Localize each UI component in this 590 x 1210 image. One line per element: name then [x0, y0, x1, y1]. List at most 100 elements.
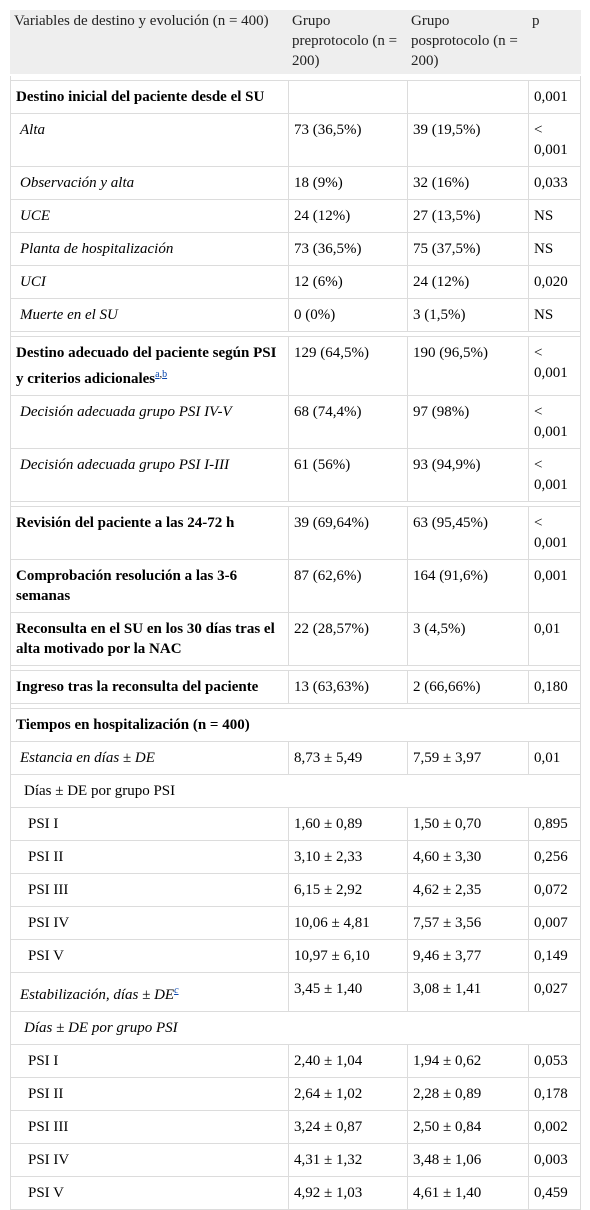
table-header: Variables de destino y evolución (n = 40… — [10, 10, 581, 76]
p-value: 0,256 — [528, 840, 581, 874]
pre-value: 2,40 ± 1,04 — [288, 1044, 408, 1078]
p-value: 0,007 — [528, 906, 581, 940]
pos-value: 93 (94,9%) — [407, 448, 529, 502]
footnote-link-c[interactable]: c — [174, 985, 179, 996]
pre-value: 12 (6%) — [288, 265, 408, 299]
pos-value — [407, 80, 529, 114]
table-row: PSI I 1,60 ± 0,89 1,50 ± 0,70 0,895 — [10, 807, 581, 841]
table-row: Comprobación resolución a las 3-6 semana… — [10, 559, 581, 613]
table-row: PSI V 4,92 ± 1,03 4,61 ± 1,40 0,459 — [10, 1176, 581, 1210]
results-table: Variables de destino y evolución (n = 40… — [10, 10, 581, 1210]
pre-value: 0 (0%) — [288, 298, 408, 332]
pre-value: 3,10 ± 2,33 — [288, 840, 408, 874]
pre-value: 1,60 ± 0,89 — [288, 807, 408, 841]
pre-value: 4,92 ± 1,03 — [288, 1176, 408, 1210]
row-label: PSI II — [10, 840, 289, 874]
table-row: Decisión adecuada grupo PSI IV-V 68 (74,… — [10, 395, 581, 449]
pre-value — [288, 80, 408, 114]
table-row: Destino inicial del paciente desde el SU… — [10, 80, 581, 114]
table-row: PSI III 6,15 ± 2,92 4,62 ± 2,35 0,072 — [10, 873, 581, 907]
p-value: 0,033 — [528, 166, 581, 200]
table-row: PSI IV 4,31 ± 1,32 3,48 ± 1,06 0,003 — [10, 1143, 581, 1177]
pos-value: 4,62 ± 2,35 — [407, 873, 529, 907]
pos-value: 4,60 ± 3,30 — [407, 840, 529, 874]
pre-value: 129 (64,5%) — [288, 336, 408, 396]
pos-value: 164 (91,6%) — [407, 559, 529, 613]
pos-value: 39 (19,5%) — [407, 113, 529, 167]
table-row: PSI III 3,24 ± 0,87 2,50 ± 0,84 0,002 — [10, 1110, 581, 1144]
pre-value: 73 (36,5%) — [288, 113, 408, 167]
p-value: 0,027 — [528, 972, 581, 1012]
pre-value: 10,06 ± 4,81 — [288, 906, 408, 940]
footnote-link-a[interactable]: a — [155, 369, 160, 380]
pos-value: 63 (95,45%) — [407, 506, 529, 560]
pre-value: 22 (28,57%) — [288, 612, 408, 666]
pos-value: 1,94 ± 0,62 — [407, 1044, 529, 1078]
row-label: UCI — [10, 265, 289, 299]
pre-value: 10,97 ± 6,10 — [288, 939, 408, 973]
subgroup-heading: Días ± DE por grupo PSI — [10, 1011, 581, 1045]
pre-value: 24 (12%) — [288, 199, 408, 233]
pos-value: 7,59 ± 3,97 — [407, 741, 529, 775]
row-label: UCE — [10, 199, 289, 233]
header-pre: Grupo preprotocolo (n = 200) — [288, 10, 408, 76]
row-label: PSI IV — [10, 906, 289, 940]
pre-value: 3,45 ± 1,40 — [288, 972, 408, 1012]
row-label-text: Destino adecuado del paciente según PSI … — [16, 345, 277, 387]
pre-value: 6,15 ± 2,92 — [288, 873, 408, 907]
row-label: PSI IV — [10, 1143, 289, 1177]
pre-value: 4,31 ± 1,32 — [288, 1143, 408, 1177]
pos-value: 190 (96,5%) — [407, 336, 529, 396]
footnote-refs: c — [174, 982, 178, 996]
row-label: Observación y alta — [10, 166, 289, 200]
pre-value: 73 (36,5%) — [288, 232, 408, 266]
table-row: Alta 73 (36,5%) 39 (19,5%) < 0,001 — [10, 113, 581, 167]
p-value: NS — [528, 298, 581, 332]
row-label: PSI II — [10, 1077, 289, 1111]
pre-value: 61 (56%) — [288, 448, 408, 502]
p-value: < 0,001 — [528, 336, 581, 396]
p-value: 0,003 — [528, 1143, 581, 1177]
row-label: Comprobación resolución a las 3-6 semana… — [10, 559, 289, 613]
table-row: UCE 24 (12%) 27 (13,5%) NS — [10, 199, 581, 233]
subgroup-heading: Días ± DE por grupo PSI — [10, 774, 581, 808]
table-row: Muerte en el SU 0 (0%) 3 (1,5%) NS — [10, 298, 581, 332]
table-row: PSI II 3,10 ± 2,33 4,60 ± 3,30 0,256 — [10, 840, 581, 874]
p-value: 0,895 — [528, 807, 581, 841]
table-row: UCI 12 (6%) 24 (12%) 0,020 — [10, 265, 581, 299]
pos-value: 2,28 ± 0,89 — [407, 1077, 529, 1111]
pos-value: 2,50 ± 0,84 — [407, 1110, 529, 1144]
row-label: Planta de hospitalización — [10, 232, 289, 266]
row-label: PSI I — [10, 1044, 289, 1078]
p-value: < 0,001 — [528, 113, 581, 167]
header-pos: Grupo posprotocolo (n = 200) — [407, 10, 529, 76]
pos-value: 75 (37,5%) — [407, 232, 529, 266]
footnote-link-b[interactable]: b — [162, 369, 168, 380]
p-value: 0,180 — [528, 670, 581, 704]
p-value: 0,072 — [528, 873, 581, 907]
pos-value: 7,57 ± 3,56 — [407, 906, 529, 940]
pos-value: 32 (16%) — [407, 166, 529, 200]
row-label: Destino adecuado del paciente según PSI … — [10, 336, 289, 396]
row-label: Estancia en días ± DE — [10, 741, 289, 775]
table-row: PSI V 10,97 ± 6,10 9,46 ± 3,77 0,149 — [10, 939, 581, 973]
header-variables: Variables de destino y evolución (n = 40… — [10, 10, 289, 76]
table-row: Destino adecuado del paciente según PSI … — [10, 336, 581, 396]
pre-value: 13 (63,63%) — [288, 670, 408, 704]
p-value: 0,002 — [528, 1110, 581, 1144]
table-row: Planta de hospitalización 73 (36,5%) 75 … — [10, 232, 581, 266]
pre-value: 39 (69,64%) — [288, 506, 408, 560]
p-value: 0,053 — [528, 1044, 581, 1078]
p-value: NS — [528, 232, 581, 266]
pos-value: 24 (12%) — [407, 265, 529, 299]
footnote-refs: a,b — [155, 366, 167, 380]
p-value: < 0,001 — [528, 506, 581, 560]
pos-value: 4,61 ± 1,40 — [407, 1176, 529, 1210]
row-label: Muerte en el SU — [10, 298, 289, 332]
table-row: Estancia en días ± DE 8,73 ± 5,49 7,59 ±… — [10, 741, 581, 775]
pre-value: 8,73 ± 5,49 — [288, 741, 408, 775]
row-label: PSI III — [10, 1110, 289, 1144]
pos-value: 27 (13,5%) — [407, 199, 529, 233]
pos-value: 3,08 ± 1,41 — [407, 972, 529, 1012]
table-row: Revisión del paciente a las 24-72 h 39 (… — [10, 506, 581, 560]
